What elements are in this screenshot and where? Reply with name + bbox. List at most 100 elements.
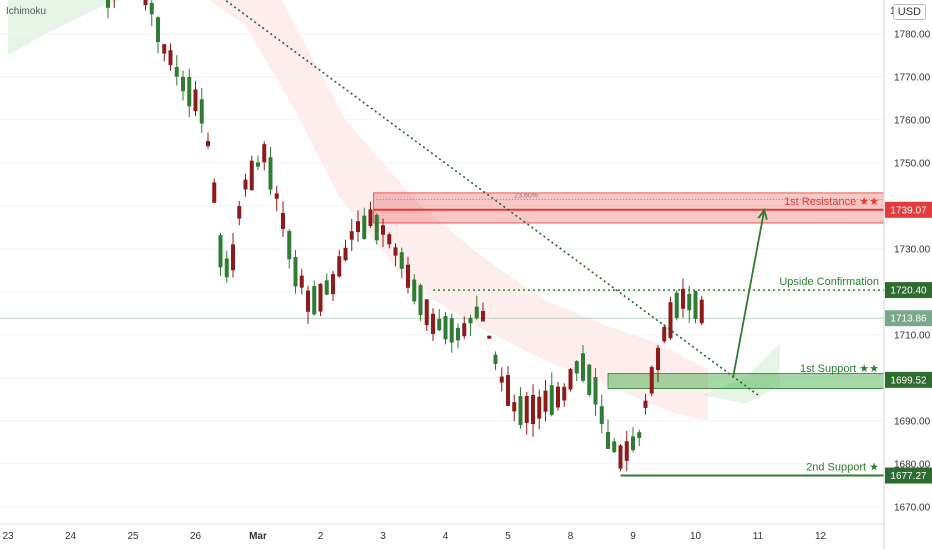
candle-body (237, 206, 242, 219)
candle-body (524, 395, 529, 423)
candle-body (256, 162, 260, 167)
cloud-red (208, 0, 708, 421)
time-axis: 23 24 25 26 Mar 2 3 4 5 8 9 10 11 12 (0, 523, 884, 542)
candle-body (218, 235, 223, 268)
time-tick-label: 25 (127, 531, 139, 542)
candle-body (193, 89, 198, 112)
candle-body (443, 315, 448, 340)
candle-body (606, 431, 610, 449)
resistance-price-tag: 1739.07 (890, 205, 927, 216)
candle-body (149, 2, 154, 15)
candle-body (306, 290, 310, 312)
cloud-green-left (8, 0, 123, 56)
price-tags: 1739.07 1720.40 1713.86 1699.52 1677.27 (885, 201, 932, 484)
candle-body (181, 76, 185, 92)
time-tick-label: 4 (443, 531, 449, 542)
candle-body (656, 347, 660, 371)
candle-body (356, 221, 360, 233)
candle-body (437, 318, 442, 331)
candle-body (512, 402, 517, 412)
candle-body (318, 283, 323, 312)
candle-body (643, 400, 648, 408)
price-axis-background (884, 0, 932, 550)
price-tick-label: 1760.00 (894, 115, 931, 126)
candle-body (481, 310, 485, 322)
candle-body (668, 302, 673, 339)
candle-body (531, 394, 535, 425)
resistance-price-tag-background (885, 201, 932, 218)
candle-body (399, 252, 404, 269)
candle-body (618, 445, 623, 469)
candle-body (368, 209, 373, 226)
price-tick-label: 1770.00 (894, 72, 931, 83)
time-tick-label: 10 (690, 531, 702, 542)
time-tick-label: 3 (380, 531, 386, 542)
candle-body (568, 369, 573, 390)
price-tick-label: 1730.00 (894, 244, 931, 255)
candle-body (431, 313, 435, 335)
resistance-label: 1st Resistance ★★ (784, 196, 879, 208)
candle-body (587, 364, 592, 395)
support1-price-tag-background (885, 371, 932, 388)
candle-body (493, 354, 498, 364)
current-price-tag: 1713.86 (890, 314, 927, 325)
candle-body (187, 77, 192, 107)
candle-body (506, 375, 510, 406)
candle-body (631, 436, 635, 451)
support2-price-tag: 1677.27 (890, 471, 927, 482)
candlestick-series (106, 0, 704, 472)
candle-body (324, 280, 329, 295)
candle-body (162, 44, 167, 54)
candle-body (549, 385, 554, 415)
currency-button[interactable]: USD (892, 4, 926, 20)
fib-level-label: 23.60% (514, 192, 538, 199)
candle-body (693, 290, 698, 319)
candle-body (537, 396, 542, 419)
candle-body (393, 247, 398, 256)
candle-body (106, 0, 110, 8)
candle-body (199, 99, 204, 124)
candle-body (518, 395, 523, 425)
candle-body (381, 225, 385, 235)
candle-body (287, 230, 292, 260)
candle-body (474, 306, 479, 319)
level-lines: 23.60% 1st Resistance ★★ Upside Confirmati… (0, 192, 885, 477)
candle-body (699, 299, 704, 324)
downtrend-line (223, 0, 759, 396)
price-axis: 1830.001670.001680.001690.001700.001710.… (883, 0, 932, 550)
price-tick-label: 1680.00 (894, 459, 931, 470)
time-tick-label: 26 (190, 531, 202, 542)
upside-price-tag-background (885, 282, 932, 299)
candle-body (581, 353, 585, 381)
indicator-label: Ichimoku (6, 6, 47, 17)
projection-arrow-shaft (732, 209, 766, 378)
time-tick-label: 11 (753, 531, 764, 542)
candle-body (212, 182, 217, 203)
candle-body (449, 318, 454, 343)
time-tick-label: 12 (815, 531, 827, 542)
candle-body (349, 231, 354, 240)
candle-body (499, 376, 504, 383)
time-tick-label: Mar (249, 531, 267, 542)
candle-body (312, 286, 317, 315)
candle-body (637, 432, 642, 438)
price-tick-label: 1710.00 (894, 330, 931, 341)
time-tick-label: 9 (630, 531, 636, 542)
candle-body (468, 317, 473, 324)
candle-body (418, 285, 423, 316)
upside-price-tag: 1720.40 (890, 286, 927, 297)
support1-label: 1st Support ★★ (800, 363, 879, 375)
candle-body (556, 386, 560, 408)
candle-body (681, 288, 685, 309)
upside-confirmation-label: Upside Confirmation (779, 276, 879, 288)
candle-body (562, 386, 567, 401)
candle-body (374, 214, 379, 241)
price-tick-label: 1670.00 (894, 502, 931, 513)
candle-body (337, 256, 342, 277)
candle-body (206, 141, 210, 147)
time-tick-label: 24 (65, 531, 77, 542)
candle-body (574, 361, 579, 374)
candle-body (612, 441, 617, 453)
current-price-tag-background (885, 310, 932, 327)
